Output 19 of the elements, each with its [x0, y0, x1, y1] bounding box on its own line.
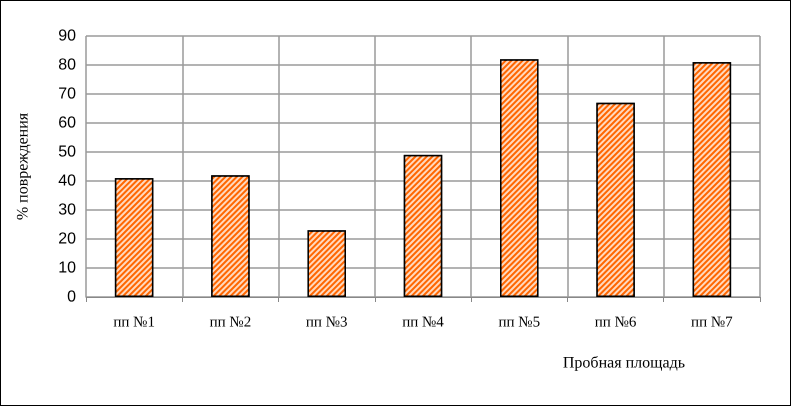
- y-tick-label: 40: [58, 172, 76, 190]
- x-tick-label: пп №4: [402, 314, 444, 330]
- x-tick-label: пп №3: [306, 314, 348, 330]
- y-tick-label: 0: [67, 288, 76, 306]
- y-tick-label: 20: [58, 230, 76, 248]
- y-tick-label: 90: [58, 28, 76, 44]
- y-axis-title: % повреждения: [14, 112, 32, 220]
- x-axis-title: Пробная площадь: [562, 354, 685, 372]
- y-tick-label: 30: [58, 202, 76, 218]
- y-tick-label: 70: [58, 86, 76, 102]
- y-tick-label: 50: [58, 144, 76, 160]
- y-tick-label: 10: [58, 260, 76, 276]
- x-tick-label: пп №1: [113, 314, 155, 330]
- x-tick-label: пп №6: [594, 314, 637, 330]
- y-tick-label: 60: [58, 114, 76, 132]
- x-tick-label: пп №7: [691, 314, 734, 330]
- y-tick-label: 80: [58, 56, 76, 74]
- x-tick-label: пп №2: [210, 314, 252, 330]
- x-tick-label: пп №5: [498, 314, 540, 330]
